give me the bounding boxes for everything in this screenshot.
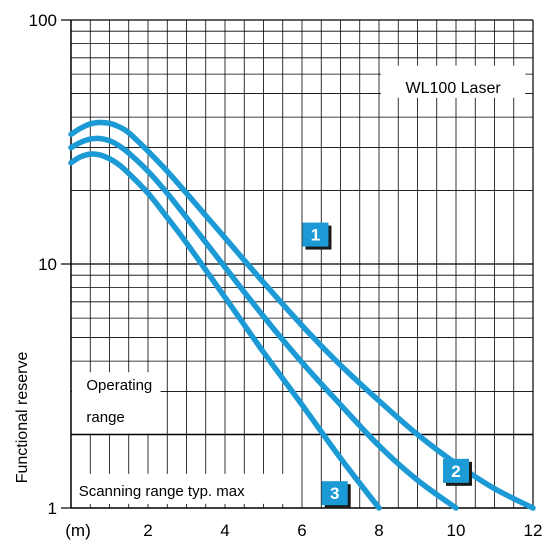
legend-box bbox=[380, 65, 526, 98]
x-tick-label: 12 bbox=[524, 521, 543, 540]
series-line-1 bbox=[68, 119, 536, 511]
scanning-range-label: Scanning range typ. max bbox=[79, 483, 245, 500]
series-badge-1 bbox=[302, 222, 329, 247]
series-badge-label-2: 2 bbox=[451, 462, 460, 481]
series-badge-2 bbox=[443, 458, 469, 483]
x-tick-label: 6 bbox=[297, 521, 306, 540]
series-lines bbox=[68, 119, 536, 511]
operating-range-label-line2: range bbox=[86, 409, 124, 426]
series-badge-label-1: 1 bbox=[311, 226, 320, 245]
series-badge-label-3: 3 bbox=[330, 484, 339, 503]
x-tick-label: 10 bbox=[447, 521, 466, 540]
y-axis-label: Functional reserve bbox=[14, 352, 31, 484]
x-tick-label: 2 bbox=[143, 521, 152, 540]
x-tick-label: 4 bbox=[220, 521, 229, 540]
series-line-3 bbox=[68, 151, 382, 511]
legend-label: WL100 Laser bbox=[406, 80, 502, 97]
x-tick-label: 8 bbox=[374, 521, 383, 540]
grid bbox=[71, 20, 533, 508]
series-badges: 1 2 3 bbox=[302, 222, 472, 509]
y-tick-label: 100 bbox=[29, 11, 57, 30]
x-axis-label: (m) bbox=[65, 521, 90, 540]
y-tick-label: 1 bbox=[48, 499, 57, 518]
operating-range-label-bg bbox=[72, 372, 161, 434]
series-badge-3 bbox=[321, 481, 348, 506]
series-line-2 bbox=[68, 135, 459, 511]
plot-frame bbox=[61, 19, 534, 509]
scanning-range-label-bg bbox=[72, 473, 294, 504]
operating-range-label-line1: Operating bbox=[86, 377, 152, 394]
y-tick-label: 10 bbox=[38, 255, 57, 274]
